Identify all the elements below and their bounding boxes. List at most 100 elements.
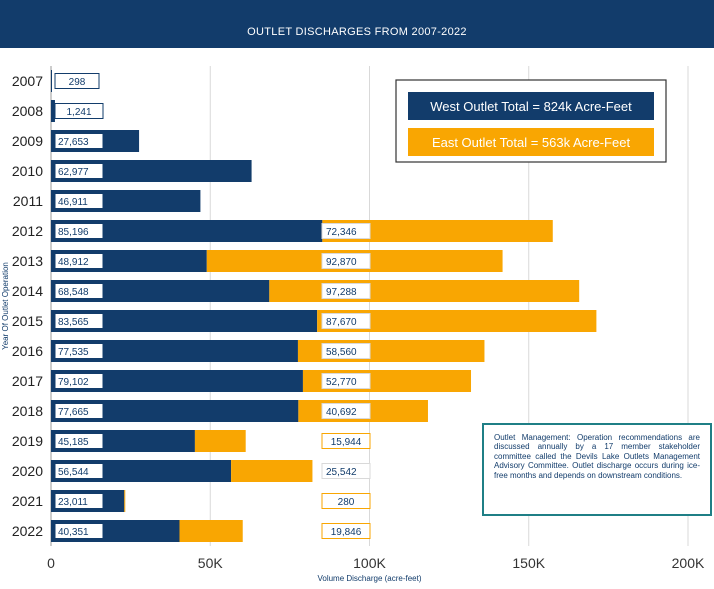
east-label-box	[321, 403, 371, 419]
east-label-box	[321, 433, 371, 449]
data-label-west: 45,185	[58, 437, 89, 448]
data-label-west: 85,196	[58, 227, 89, 238]
y-tick-label: 2012	[12, 223, 43, 239]
y-tick-label: 2007	[12, 73, 43, 89]
east-label-box	[321, 223, 371, 239]
data-label-west: 77,665	[58, 407, 89, 418]
bar-east	[269, 280, 580, 302]
x-tick-label: 150K	[512, 555, 545, 571]
x-axis-title: Volume Discharge (acre-feet)	[317, 574, 421, 583]
bar-west	[51, 220, 323, 242]
west-label-box	[54, 103, 104, 119]
data-label-west: 56,544	[58, 467, 89, 478]
bar-east	[322, 220, 553, 242]
y-tick-label: 2013	[12, 253, 43, 269]
west-label-box	[54, 403, 104, 419]
data-label-west: 48,912	[58, 257, 89, 268]
bar-west	[51, 70, 52, 92]
x-tick-label: 50K	[198, 555, 224, 571]
data-label-east: 15,944	[331, 437, 362, 448]
y-tick-label: 2008	[12, 103, 43, 119]
data-label-west: 23,011	[58, 497, 88, 508]
bar-west	[51, 400, 299, 422]
east-label-box	[321, 463, 371, 479]
bar-east	[124, 490, 126, 512]
east-label-box	[321, 523, 371, 539]
bar-east	[179, 520, 243, 542]
data-label-east: 52,770	[326, 377, 357, 388]
data-label-west: 40,351	[58, 527, 89, 538]
west-label-box	[54, 283, 104, 299]
x-tick-label: 0	[47, 555, 55, 571]
chart-title: OUTLET DISCHARGES FROM 2007-2022	[247, 26, 467, 38]
bar-west	[51, 310, 318, 332]
y-axis-title: Year Of Outlet Operation	[1, 262, 10, 350]
west-label-box	[54, 73, 100, 89]
data-label-east: 280	[338, 497, 355, 508]
data-label-west: 27,653	[58, 137, 89, 148]
data-label-west: 68,548	[58, 287, 89, 298]
legend-swatch-west	[408, 92, 654, 120]
data-label-east: 40,692	[326, 407, 357, 418]
west-label-box	[54, 433, 104, 449]
y-tick-label: 2021	[12, 493, 43, 509]
data-label-east: 87,670	[326, 317, 357, 328]
y-tick-label: 2022	[12, 523, 43, 539]
y-tick-label: 2015	[12, 313, 43, 329]
west-label-box	[54, 463, 104, 479]
east-label-box	[321, 343, 371, 359]
west-label-box	[54, 163, 104, 179]
legend-label-west: West Outlet Total = 824k Acre-Feet	[430, 99, 632, 114]
data-label-west: 1,241	[66, 107, 91, 118]
west-label-box	[54, 193, 104, 209]
y-tick-label: 2020	[12, 463, 43, 479]
west-label-box	[54, 133, 104, 149]
bar-east	[317, 310, 597, 332]
data-label-west: 62,977	[58, 167, 89, 178]
west-label-box	[54, 253, 104, 269]
y-tick-label: 2014	[12, 283, 43, 299]
west-label-box	[54, 223, 104, 239]
data-label-east: 92,870	[326, 257, 357, 268]
west-label-box	[54, 313, 104, 329]
bar-east	[194, 430, 246, 452]
legend-swatch-east	[408, 128, 654, 156]
y-tick-label: 2017	[12, 373, 43, 389]
legend-label-east: East Outlet Total = 563k Acre-Feet	[432, 135, 631, 150]
east-label-box	[321, 253, 371, 269]
data-label-east: 25,542	[326, 467, 357, 478]
data-label-west: 46,911	[58, 197, 88, 208]
y-tick-label: 2009	[12, 133, 43, 149]
y-tick-label: 2010	[12, 163, 43, 179]
bar-east	[231, 460, 313, 482]
y-tick-label: 2018	[12, 403, 43, 419]
east-label-box	[321, 373, 371, 389]
x-tick-label: 200K	[672, 555, 705, 571]
title-banner: OUTLET DISCHARGES FROM 2007-2022	[0, 0, 714, 48]
y-tick-label: 2019	[12, 433, 43, 449]
west-label-box	[54, 373, 104, 389]
y-tick-label: 2011	[13, 193, 43, 209]
east-label-box	[321, 313, 371, 329]
data-label-west: 79,102	[58, 377, 89, 388]
data-label-east: 58,560	[326, 347, 357, 358]
x-tick-label: 100K	[353, 555, 386, 571]
west-label-box	[54, 523, 104, 539]
bar-west	[51, 280, 270, 302]
data-label-west: 83,565	[58, 317, 89, 328]
bar-west	[51, 370, 303, 392]
east-label-box	[321, 493, 371, 509]
data-label-east: 72,346	[326, 227, 357, 238]
data-label-east: 97,288	[326, 287, 357, 298]
outlet-management-note: Outlet Management: Operation recommendat…	[482, 423, 712, 516]
bar-west	[51, 340, 298, 362]
west-label-box	[54, 343, 104, 359]
west-label-box	[54, 493, 104, 509]
bar-west	[51, 100, 55, 122]
y-tick-label: 2016	[12, 343, 43, 359]
data-label-west: 298	[69, 77, 86, 88]
east-label-box	[321, 283, 371, 299]
data-label-west: 77,535	[58, 347, 89, 358]
data-label-east: 19,846	[331, 527, 362, 538]
